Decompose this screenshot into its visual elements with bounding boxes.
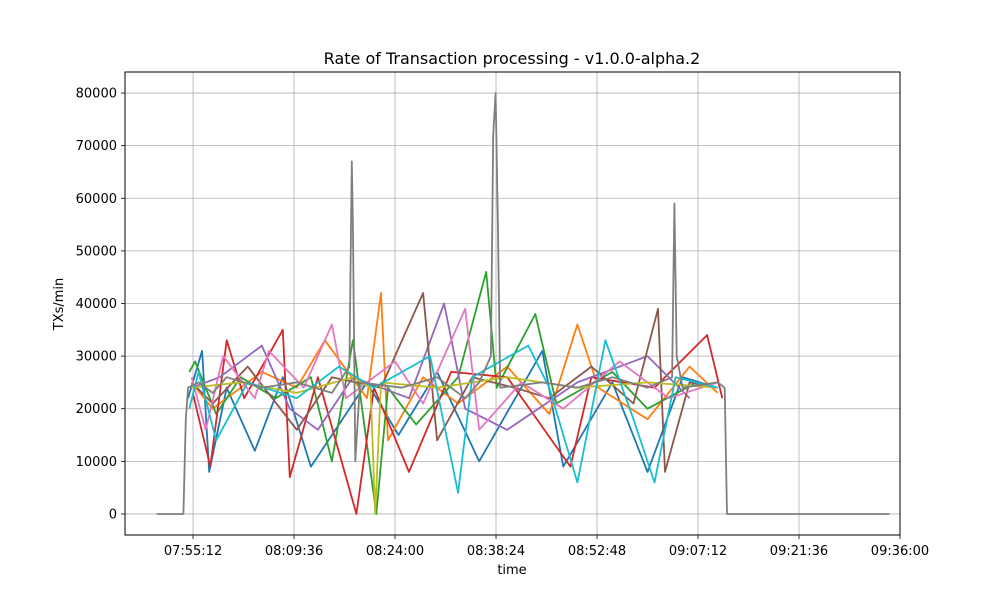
x-tick-label: 08:38:24 [467,544,525,559]
series-line [191,376,718,515]
y-axis-label: TXs/min [52,278,67,332]
x-axis-label: time [497,563,526,578]
y-tick-label: 20000 [76,402,117,417]
chart-title: Rate of Transaction processing - v1.0.0-… [324,49,701,68]
y-tick-label: 70000 [76,139,117,154]
x-tick-label: 08:52:48 [568,544,626,559]
y-tick-label: 80000 [76,87,117,102]
x-tick-label: 09:21:36 [770,544,828,559]
y-tick-label: 40000 [76,297,117,312]
x-tick-label: 07:55:12 [164,544,222,559]
y-tick-label: 10000 [76,455,117,470]
y-tick-label: 50000 [76,244,117,259]
y-tick-label: 30000 [76,350,117,365]
y-axis: 0 10000 20000 30000 40000 50000 60000 70000 8000… [76,87,125,522]
series-line [190,307,718,431]
series-line [188,339,718,494]
series-layer [156,92,890,515]
x-tick-label: 08:24:00 [366,544,424,559]
series-line [156,92,890,515]
y-tick-label: 0 [109,507,117,522]
x-tick-label: 09:36:00 [871,544,929,559]
grid [125,72,901,535]
x-tick-label: 09:07:12 [669,544,727,559]
y-tick-label: 60000 [76,192,117,207]
x-tick-label: 08:09:36 [265,544,323,559]
series-line [191,302,691,431]
x-axis: 07:55:12 08:09:36 08:24:00 08:38:24 08:52:48… [164,535,929,559]
